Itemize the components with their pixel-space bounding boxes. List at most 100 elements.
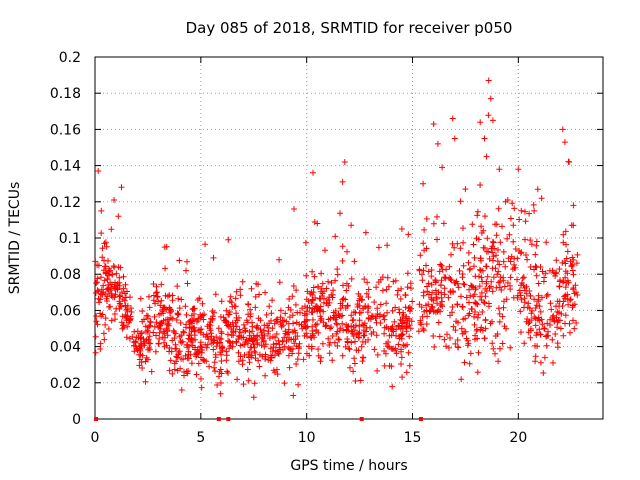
data-point <box>565 301 572 308</box>
data-point <box>217 390 224 397</box>
y-axis-label: SRMTID / TECUs <box>7 182 23 295</box>
data-point <box>441 285 448 292</box>
data-point <box>520 274 527 281</box>
data-point <box>195 360 202 367</box>
y-tick-labels: 0 0.02 0.04 0.06 0.08 0.1 0.12 0.14 0.16 0.18 0.2 <box>50 50 81 428</box>
data-point <box>102 315 109 322</box>
data-point <box>250 338 257 345</box>
data-point <box>212 368 218 375</box>
data-point <box>319 340 326 347</box>
data-point <box>217 339 223 346</box>
data-point <box>184 280 191 287</box>
data-point <box>487 95 494 102</box>
data-point <box>458 293 464 300</box>
data-point <box>190 305 197 312</box>
data-point <box>559 126 566 133</box>
y-tick-label: 0.14 <box>50 159 81 175</box>
data-point <box>320 308 327 315</box>
data-point <box>204 323 211 330</box>
data-point <box>493 232 500 239</box>
data-point <box>420 327 427 334</box>
data-point <box>528 310 535 317</box>
y-tick-label: 0.08 <box>50 267 81 283</box>
data-point <box>365 286 372 293</box>
data-point <box>537 331 544 338</box>
data-point <box>438 263 445 269</box>
data-point <box>98 274 104 281</box>
data-point <box>434 140 441 147</box>
data-point <box>128 305 134 312</box>
data-point <box>169 370 176 377</box>
data-point <box>527 237 534 244</box>
data-point <box>352 338 358 345</box>
data-point <box>290 336 297 343</box>
data-point <box>290 392 297 399</box>
data-point <box>373 332 380 339</box>
data-point <box>252 293 259 300</box>
data-point <box>337 300 344 307</box>
data-point <box>317 313 324 320</box>
data-point <box>292 329 299 336</box>
data-point <box>108 317 115 324</box>
data-point <box>237 292 244 299</box>
data-point <box>452 327 459 334</box>
data-point <box>490 239 497 246</box>
data-point <box>509 200 516 207</box>
data-point <box>448 277 455 284</box>
data-point <box>192 346 198 353</box>
data-point <box>339 352 346 359</box>
data-point <box>218 370 225 377</box>
data-point <box>289 312 296 319</box>
data-point <box>189 342 196 349</box>
data-point <box>371 299 378 306</box>
data-point <box>110 263 117 269</box>
data-point <box>495 268 502 275</box>
data-point <box>479 309 486 315</box>
data-point <box>454 337 461 343</box>
data-point <box>309 296 316 303</box>
data-point <box>481 245 488 251</box>
data-point <box>493 252 499 259</box>
data-point <box>539 321 546 328</box>
data-point <box>228 326 235 332</box>
data-point <box>113 270 120 277</box>
data-point <box>571 290 578 297</box>
data-point <box>267 357 274 364</box>
data-point <box>547 316 554 323</box>
data-point <box>245 337 252 344</box>
data-point <box>329 357 336 364</box>
data-point <box>251 380 258 387</box>
data-point <box>249 319 255 326</box>
data-point <box>275 350 282 357</box>
data-point <box>151 323 158 330</box>
data-point <box>223 307 230 314</box>
data-point <box>447 312 453 319</box>
data-point <box>489 117 496 124</box>
data-point <box>270 341 277 348</box>
data-point <box>263 311 270 318</box>
data-point <box>188 360 195 367</box>
data-point <box>246 349 253 356</box>
data-point <box>522 218 529 225</box>
data-point <box>562 228 569 235</box>
data-point <box>532 263 539 270</box>
data-point <box>561 139 568 146</box>
data-point <box>183 311 190 318</box>
data-point <box>100 282 107 289</box>
data-point <box>350 316 357 323</box>
data-point <box>180 328 187 335</box>
data-point <box>441 336 448 343</box>
data-point <box>373 319 380 326</box>
data-point <box>474 212 481 219</box>
data-point <box>108 226 115 233</box>
data-point <box>327 325 333 332</box>
data-point <box>279 317 286 324</box>
data-point <box>304 333 311 340</box>
data-point <box>466 310 473 317</box>
data-point <box>177 365 184 372</box>
data-point <box>397 296 404 302</box>
data-point <box>102 270 109 277</box>
data-point <box>544 291 551 298</box>
data-point <box>308 334 315 341</box>
data-point <box>507 344 514 351</box>
